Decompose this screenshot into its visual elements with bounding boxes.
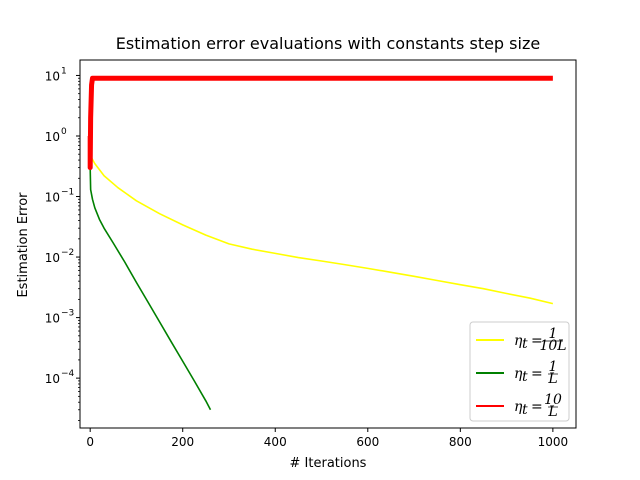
plot-area bbox=[79, 59, 577, 429]
series-line-1 bbox=[89, 135, 212, 411]
legend-equals: = bbox=[531, 399, 543, 415]
y-tick-exponent: 1 bbox=[61, 66, 67, 76]
legend-subscript: t bbox=[522, 369, 528, 385]
series-group bbox=[87, 75, 554, 411]
y-tick-exponent: −2 bbox=[61, 248, 74, 258]
x-axis-ticks: 0 200 400 600 800 1000 bbox=[86, 428, 568, 449]
legend-subscript: t bbox=[522, 402, 528, 418]
y-tick-label: 10 bbox=[45, 69, 60, 83]
y-tick-label: 10 bbox=[45, 130, 60, 144]
series-line-0 bbox=[89, 135, 554, 305]
y-tick-label: 10 bbox=[45, 372, 60, 386]
legend-symbol: η bbox=[514, 399, 523, 415]
x-tick-label: 200 bbox=[171, 435, 194, 449]
legend-denominator: 10L bbox=[539, 338, 566, 354]
legend-subscript: t bbox=[522, 336, 528, 352]
y-tick-exponent: −4 bbox=[61, 369, 75, 379]
y-tick-label: 10 bbox=[45, 191, 60, 205]
legend-denominator: L bbox=[547, 404, 557, 420]
y-tick-exponent: 0 bbox=[61, 127, 67, 137]
y-tick-label: 10 bbox=[45, 251, 60, 265]
x-axis-label: # Iterations bbox=[290, 456, 367, 471]
x-tick-label: 1000 bbox=[538, 435, 569, 449]
y-tick-exponent: −1 bbox=[61, 188, 74, 198]
legend-symbol: η bbox=[514, 366, 523, 382]
x-tick-label: 800 bbox=[449, 435, 472, 449]
legend-box bbox=[469, 321, 570, 422]
x-tick-label: 600 bbox=[356, 435, 379, 449]
x-tick-label: 0 bbox=[86, 435, 94, 449]
y-tick-exponent: −3 bbox=[61, 309, 74, 319]
legend-equals: = bbox=[531, 333, 543, 349]
y-tick-label: 10 bbox=[45, 312, 60, 326]
chart-title: Estimation error evaluations with consta… bbox=[116, 34, 540, 53]
series-line-2 bbox=[87, 75, 553, 171]
legend-numerator: 1 bbox=[549, 359, 558, 375]
legend-numerator: 1 bbox=[549, 326, 558, 342]
legend-symbol: η bbox=[514, 333, 523, 349]
y-axis-label: Estimation Error bbox=[16, 192, 31, 298]
axes-frame bbox=[79, 59, 577, 429]
x-tick-label: 400 bbox=[264, 435, 287, 449]
legend-numerator: 10 bbox=[544, 392, 562, 408]
legend-equals: = bbox=[531, 366, 543, 382]
legend-denominator: L bbox=[547, 371, 557, 387]
